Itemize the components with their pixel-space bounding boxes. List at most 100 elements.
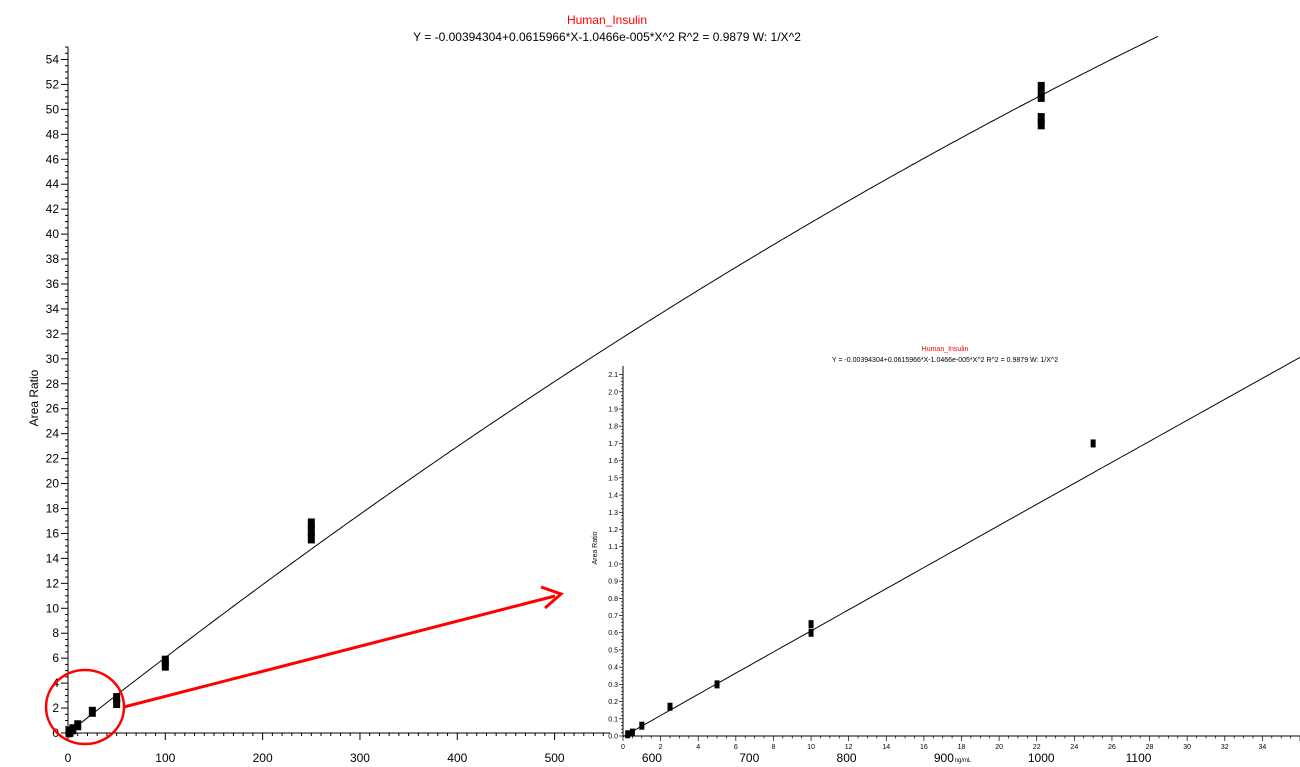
main-y-tick-label: 52 xyxy=(46,77,60,91)
inset-y-tick-label: 0.6 xyxy=(608,630,618,637)
inset-y-tick-label: 1.6 xyxy=(608,458,618,465)
main-y-tick-label: 22 xyxy=(46,452,60,466)
main-x-tick-label: 200 xyxy=(253,751,273,765)
main-data-point xyxy=(1037,119,1045,130)
main-y-tick-label: 32 xyxy=(46,327,60,341)
main-y-tick-label: 14 xyxy=(46,551,60,565)
inset-y-tick-label: 1.2 xyxy=(608,527,618,534)
main-x-tick-label: 300 xyxy=(350,751,370,765)
inset-y-tick-label: 2.0 xyxy=(608,389,618,396)
main-y-tick-label: 38 xyxy=(46,252,60,266)
inset-data-point xyxy=(667,702,673,711)
inset-x-tick-label: 12 xyxy=(845,744,853,751)
main-y-tick-label: 16 xyxy=(46,526,60,540)
inset-y-tick-label: 1.1 xyxy=(608,544,618,551)
inset-y-tick-label: 0.9 xyxy=(608,579,618,586)
inset-data-point xyxy=(714,680,720,689)
main-data-point xyxy=(88,706,96,717)
inset-y-tick-label: 0.4 xyxy=(608,665,618,672)
main-fit-curve xyxy=(67,35,1159,734)
main-y-tick-label: 6 xyxy=(52,651,59,665)
inset-y-tick-label: 0.2 xyxy=(608,699,618,706)
main-data-point xyxy=(113,693,121,704)
main-data-point xyxy=(307,533,315,544)
main-y-axis-label: Area Ratio xyxy=(27,369,41,426)
main-x-tick-label: 600 xyxy=(642,751,662,765)
inset-x-tick-label: 32 xyxy=(1221,744,1229,751)
main-x-tick-label: 100 xyxy=(155,751,175,765)
main-y-tick-label: 2 xyxy=(52,701,59,715)
inset-data-point xyxy=(808,620,814,629)
inset-x-tick-label: 20 xyxy=(995,744,1003,751)
inset-y-tick-label: 1.7 xyxy=(608,441,618,448)
main-y-tick-label: 18 xyxy=(46,501,60,515)
main-data-point xyxy=(1037,113,1045,124)
inset-y-tick-label: 1.0 xyxy=(608,561,618,568)
inset-fit-line xyxy=(622,356,1300,738)
inset-y-tick-label: 0.5 xyxy=(608,647,618,654)
main-data-points xyxy=(65,81,1045,738)
main-chart-equation: Y = -0.00394304+0.0615966*X-1.0466e-005*… xyxy=(413,30,801,44)
main-data-point xyxy=(307,525,315,536)
inset-data-point xyxy=(808,628,814,637)
main-data-point xyxy=(1037,81,1045,92)
inset-x-tick-label: 14 xyxy=(882,744,890,751)
inset-x-tick-label: 28 xyxy=(1146,744,1154,751)
main-y-tick-label: 28 xyxy=(46,377,60,391)
inset-data-point xyxy=(625,730,631,739)
main-data-point xyxy=(307,518,315,529)
inset-y-tick-label: 0.7 xyxy=(608,613,618,620)
inset-x-tick-label: 4 xyxy=(696,744,700,751)
inset-data-point xyxy=(639,721,645,730)
inset-x-tick-label: 0 xyxy=(621,744,625,751)
inset-x-tick-label: 18 xyxy=(958,744,966,751)
main-y-tick-label: 54 xyxy=(46,52,60,66)
inset-x-tick-label: 22 xyxy=(1033,744,1041,751)
main-y-tick-label: 10 xyxy=(46,601,60,615)
main-x-tick-label: 400 xyxy=(447,751,467,765)
main-y-tick-label: 42 xyxy=(46,202,60,216)
inset-x-tick-label: 34 xyxy=(1258,744,1266,751)
inset-data-point xyxy=(1090,439,1096,448)
inset-y-tick-label: 1.4 xyxy=(608,493,618,500)
zoom-arrow-shaft xyxy=(123,594,556,709)
inset-y-tick-label: 2.1 xyxy=(608,372,618,379)
inset-y-tick-label: 0.0 xyxy=(608,734,618,741)
inset-x-tick-label: 10 xyxy=(807,744,815,751)
inset-y-tick-label: 1.8 xyxy=(608,424,618,431)
inset-x-tick-label: 8 xyxy=(771,744,775,751)
main-x-tick-label: 800 xyxy=(837,751,857,765)
inset-y-axis-label: Area Ratio xyxy=(592,531,599,564)
main-data-point xyxy=(74,720,82,731)
main-x-tick-label: 1000 xyxy=(1028,751,1055,765)
inset-y-tick-label: 1.5 xyxy=(608,475,618,482)
main-y-tick-label: 46 xyxy=(46,152,60,166)
main-y-tick-label: 48 xyxy=(46,127,60,141)
main-y-tick-label: 12 xyxy=(46,576,60,590)
inset-x-tick-label: 30 xyxy=(1183,744,1191,751)
main-y-tick-label: 40 xyxy=(46,227,60,241)
inset-y-tick-label: 0.3 xyxy=(608,682,618,689)
inset-x-tick-label: 6 xyxy=(734,744,738,751)
inset-x-tick-label: 26 xyxy=(1108,744,1116,751)
inset-x-axis-label: ng/mL xyxy=(955,758,972,764)
inset-chart-title: Human_Insulin xyxy=(922,346,969,353)
inset-x-tick-label: 16 xyxy=(920,744,928,751)
main-data-point xyxy=(161,655,169,666)
main-y-tick-label: 50 xyxy=(46,102,60,116)
inset-data-point xyxy=(629,728,635,737)
main-x-tick-label: 900 xyxy=(934,751,954,765)
main-x-tick-label: 700 xyxy=(739,751,759,765)
main-x-tick-label: 1100 xyxy=(1126,751,1152,765)
main-y-tick-label: 20 xyxy=(46,477,60,491)
zoom-arrow-head xyxy=(540,585,564,610)
main-chart-title: Human_Insulin xyxy=(567,13,647,27)
main-x-tick-label: 500 xyxy=(545,751,565,765)
main-y-tick-label: 36 xyxy=(46,277,60,291)
main-y-tick-label: 8 xyxy=(52,626,59,640)
main-x-tick-label: 0 xyxy=(65,751,72,765)
main-y-tick-label: 34 xyxy=(46,302,60,316)
inset-y-tick-label: 0.1 xyxy=(608,716,618,723)
inset-y-tick-label: 1.3 xyxy=(608,510,618,517)
